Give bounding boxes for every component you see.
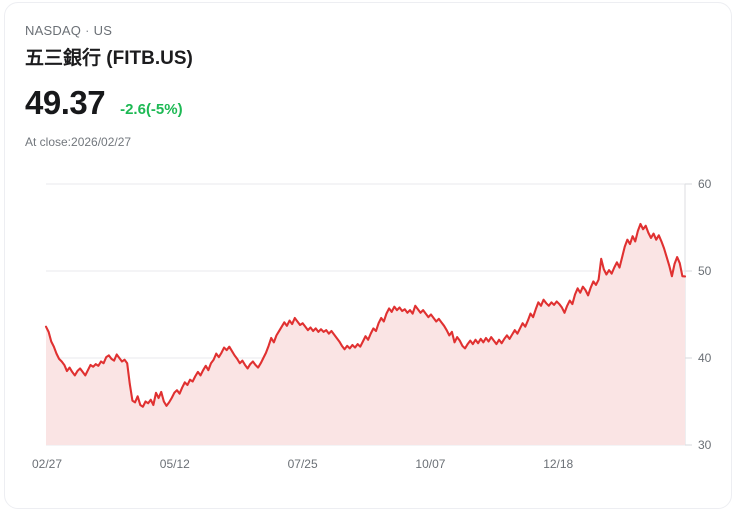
chart-canvas[interactable]: 30 40 50 60 02/27 05/12 07/25 10/07 12/18	[5, 163, 731, 483]
price-change: -2.6(-5%)	[120, 101, 183, 118]
y-axis-label: 40	[698, 351, 712, 365]
price-row: 49.37 -2.6(-5%)	[25, 85, 685, 121]
stock-quote-card: NASDAQ · US 五三銀行 (FITB.US) 49.37 -2.6(-5%)…	[4, 2, 732, 509]
y-axis-label: 60	[698, 177, 712, 191]
x-axis-label: 02/27	[32, 457, 62, 471]
current-price: 49.37	[25, 84, 106, 121]
quote-header: NASDAQ · US 五三銀行 (FITB.US) 49.37 -2.6(-5%)…	[25, 23, 685, 150]
price-chart[interactable]: 30 40 50 60 02/27 05/12 07/25 10/07 12/18	[5, 163, 731, 483]
separator-dot: ·	[85, 23, 90, 38]
y-axis-label: 50	[698, 264, 712, 278]
exchange-name: NASDAQ	[25, 23, 82, 38]
area-fill	[46, 224, 685, 445]
price-line	[44, 222, 687, 408]
x-axis-label: 12/18	[543, 457, 573, 471]
x-axis-label: 07/25	[288, 457, 318, 471]
at-close-timestamp: At close:2026/02/27	[25, 135, 132, 149]
region-name: US	[93, 23, 113, 38]
y-axis-label: 30	[698, 438, 712, 452]
x-axis-label: 05/12	[160, 457, 190, 471]
page-title: 五三銀行 (FITB.US)	[25, 48, 193, 69]
x-axis-label: 10/07	[415, 457, 445, 471]
exchange-region-row: NASDAQ · US	[25, 23, 685, 39]
